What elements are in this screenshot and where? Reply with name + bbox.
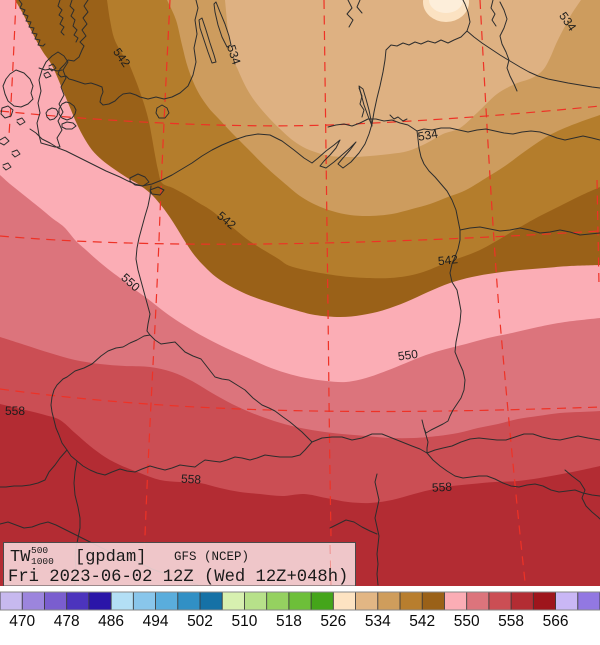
svg-text:534: 534	[365, 613, 391, 630]
svg-text:GFS (NCEP): GFS (NCEP)	[174, 550, 249, 564]
svg-text:534: 534	[417, 126, 439, 143]
svg-text:486: 486	[98, 613, 124, 630]
svg-text:500: 500	[31, 545, 48, 556]
svg-text:526: 526	[320, 613, 346, 630]
svg-text:1000: 1000	[31, 556, 54, 567]
svg-text:Fri 2023-06-02 12Z (Wed 12Z+04: Fri 2023-06-02 12Z (Wed 12Z+048h)	[8, 568, 348, 587]
svg-text:502: 502	[187, 613, 213, 630]
svg-text:558: 558	[5, 404, 25, 418]
svg-text:542: 542	[409, 613, 435, 630]
svg-text:566: 566	[543, 613, 569, 630]
svg-text:534: 534	[224, 43, 244, 67]
svg-text:550: 550	[454, 613, 480, 630]
svg-text:558: 558	[432, 480, 453, 495]
svg-text:470: 470	[9, 613, 35, 630]
svg-text:478: 478	[54, 613, 80, 630]
svg-text:518: 518	[276, 613, 302, 630]
svg-text:550: 550	[397, 347, 419, 364]
svg-text:542: 542	[437, 252, 459, 268]
svg-text:494: 494	[143, 613, 169, 630]
svg-text:510: 510	[231, 613, 257, 630]
svg-text:558: 558	[181, 472, 202, 487]
svg-text:[gpdam]: [gpdam]	[75, 548, 146, 567]
svg-text:TW: TW	[10, 548, 31, 567]
svg-text:558: 558	[498, 613, 524, 630]
